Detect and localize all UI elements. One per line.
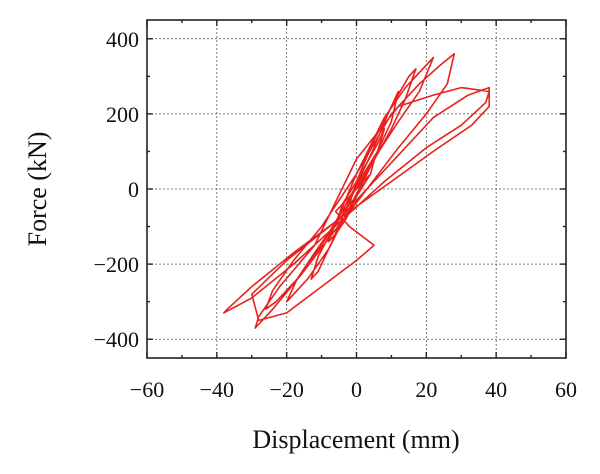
- x-tick-label: 60: [555, 377, 577, 402]
- x-tick-label: 0: [351, 377, 362, 402]
- y-tick-label: 0: [128, 177, 139, 202]
- y-tick-label: 200: [106, 102, 139, 127]
- x-tick-label: −60: [130, 377, 164, 402]
- x-axis-title: Displacement (mm): [252, 425, 459, 454]
- y-tick-label: −200: [94, 252, 139, 277]
- x-tick-label: −40: [200, 377, 234, 402]
- x-tick-label: −20: [269, 377, 303, 402]
- x-tick-label: 20: [415, 377, 437, 402]
- x-tick-label: 40: [485, 377, 507, 402]
- y-axis-title: Force (kN): [23, 132, 52, 247]
- y-tick-labels: −400 −200 0 200 400: [94, 27, 139, 352]
- hysteresis-curve: [223, 52, 491, 329]
- y-tick-label: 400: [106, 27, 139, 52]
- x-tick-labels: −60 −40 −20 0 20 40 60: [130, 377, 577, 402]
- grid-lines: [147, 20, 566, 358]
- plot-frame: [146, 19, 567, 359]
- hysteresis-curves: [223, 52, 491, 329]
- y-tick-label: −400: [94, 327, 139, 352]
